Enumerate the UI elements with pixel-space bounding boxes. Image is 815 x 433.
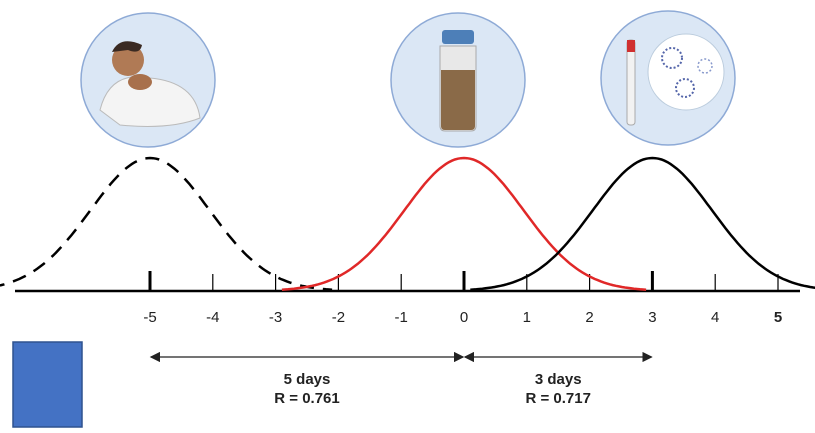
blue-box [12, 341, 83, 428]
tick-label: 2 [585, 309, 593, 326]
icon-virus-test [600, 10, 736, 146]
span-label: 3 days [535, 371, 582, 388]
span-correlation: R = 0.717 [525, 390, 590, 407]
distribution-curve [470, 156, 815, 291]
marks: -5 -4 -3 -2 -1 0 1 2 3 4 5 5 days R = 0.761 3 days R =… [0, 156, 815, 407]
tick-label: -5 [143, 309, 156, 326]
tick-label: -1 [395, 309, 408, 326]
tick-label: 3 [648, 309, 656, 326]
tick-label: 0 [460, 309, 468, 326]
span-label: 5 days [284, 371, 331, 388]
distribution-curve [0, 156, 333, 291]
tick-label: -3 [269, 309, 282, 326]
tick-label: 1 [523, 309, 531, 326]
icon-patient [80, 12, 216, 148]
span-correlation: R = 0.761 [274, 390, 339, 407]
tick-label: -2 [332, 309, 345, 326]
tick-label: 5 [774, 309, 782, 326]
tick-label: -4 [206, 309, 219, 326]
tick-label: 4 [711, 309, 719, 326]
distribution-curve [281, 156, 647, 291]
icon-sample-bottle [390, 12, 526, 148]
